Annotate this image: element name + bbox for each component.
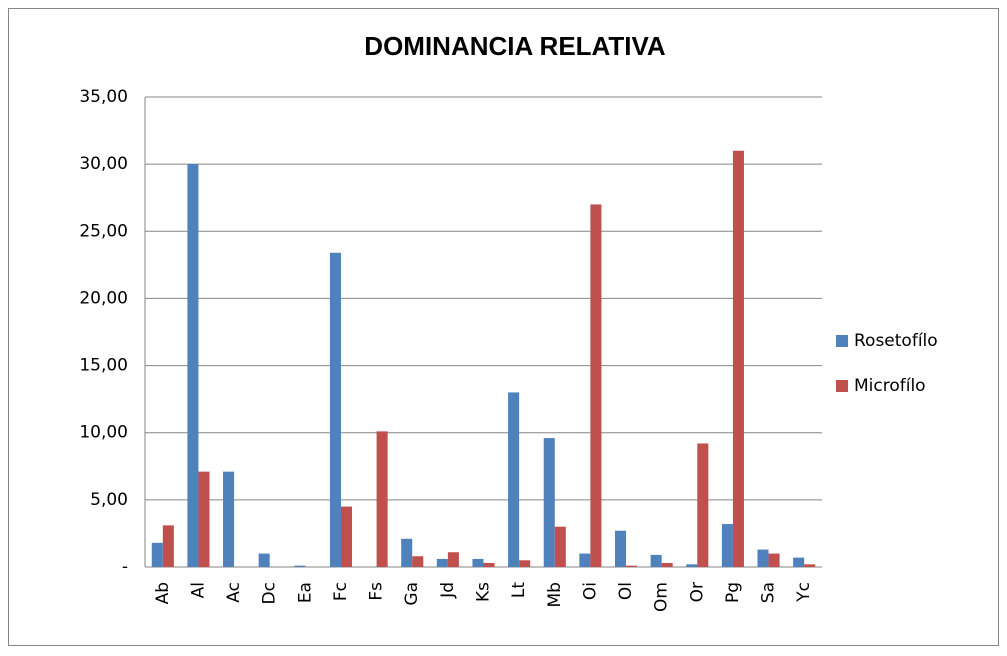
- x-tick-label: Ga: [402, 582, 422, 606]
- y-tick-label: -: [122, 557, 128, 577]
- x-tick-label: Om: [652, 582, 672, 612]
- x-tick-label: Dc: [260, 582, 280, 604]
- bar: [447, 552, 459, 567]
- bar: [590, 204, 602, 567]
- y-tick-label: 15,00: [79, 356, 128, 376]
- bar: [661, 562, 673, 567]
- bar: [543, 438, 555, 567]
- bar: [187, 164, 199, 567]
- bar: [768, 553, 780, 567]
- bar: [732, 150, 744, 567]
- y-tick-label: 20,00: [79, 288, 128, 308]
- y-tick-label: 30,00: [79, 154, 128, 174]
- x-tick-label: Ol: [616, 582, 636, 600]
- y-tick-label: 10,00: [79, 423, 128, 443]
- bar: [162, 525, 174, 567]
- bar: [151, 542, 163, 567]
- bar: [721, 524, 733, 567]
- y-tick-label: 25,00: [79, 221, 128, 241]
- x-tick-label: Ac: [224, 582, 244, 603]
- bar: [508, 392, 520, 567]
- bar: [340, 506, 353, 567]
- bar: [579, 553, 591, 567]
- x-tick-label: Sa: [759, 582, 779, 603]
- chart-title: DOMINANCIA RELATIVA: [364, 31, 666, 61]
- x-tick-label: Yc: [794, 582, 814, 603]
- bar: [436, 558, 448, 567]
- bar: [483, 562, 495, 567]
- legend-label: Microfílo: [854, 376, 926, 396]
- bar: [376, 431, 388, 567]
- bar: [686, 564, 698, 567]
- bar: [401, 538, 413, 567]
- x-tick-label: Al: [188, 582, 208, 598]
- bar: [614, 530, 627, 567]
- bar: [650, 554, 662, 567]
- bar: [223, 471, 235, 567]
- x-tick-label: Fs: [367, 582, 387, 601]
- legend-swatch: [836, 335, 848, 347]
- y-tick-label: 35,00: [79, 87, 128, 107]
- bar: [294, 565, 306, 567]
- x-tick-label: Lt: [509, 582, 529, 598]
- bar: [519, 560, 531, 567]
- x-tick-label: Jd: [438, 582, 458, 599]
- y-tick-label: 5,00: [90, 490, 128, 510]
- bar: [329, 252, 341, 567]
- x-tick-label: Ab: [153, 582, 173, 604]
- bar: [697, 443, 709, 567]
- bar: [626, 565, 638, 567]
- x-tick-label: Fc: [331, 582, 351, 601]
- bar: [412, 556, 424, 567]
- bar: [198, 471, 210, 567]
- x-tick-label: Ea: [295, 582, 315, 603]
- bar: [804, 564, 816, 567]
- bar: [472, 558, 484, 567]
- legend-label: Rosetofílo: [854, 331, 938, 351]
- x-tick-label: Or: [687, 582, 707, 602]
- bar: [757, 549, 769, 567]
- x-tick-label: Mb: [545, 582, 565, 607]
- x-tick-label: Pg: [723, 582, 743, 603]
- bar: [258, 553, 270, 567]
- bar: [793, 557, 805, 567]
- x-tick-label: Ks: [474, 582, 494, 602]
- legend-swatch: [836, 380, 848, 392]
- bar: [554, 526, 566, 567]
- x-tick-label: Oi: [580, 582, 600, 600]
